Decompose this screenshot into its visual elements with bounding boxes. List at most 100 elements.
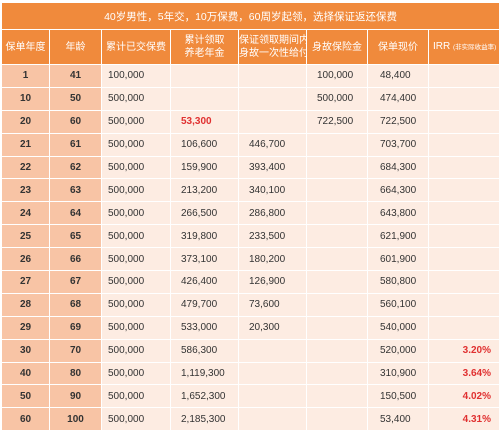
cell-year: 28	[1, 292, 50, 317]
cell-death: 500,000	[306, 86, 368, 111]
header-premium: 累计已交保费	[101, 29, 171, 65]
cell-premium: 500,000	[101, 247, 171, 272]
cell-lump: 20,300	[238, 315, 307, 340]
cell-cash: 560,100	[367, 292, 429, 317]
cell-annuity: 53,300	[170, 109, 239, 134]
cell-death	[306, 270, 368, 294]
cell-irr	[427, 247, 500, 272]
header-year: 保单年度	[1, 29, 50, 65]
cell-premium: 500,000	[101, 224, 171, 249]
cell-death	[306, 338, 368, 363]
table-title: 40岁男性，5年交，10万保费，60周岁起领，选择保证返还保费	[0, 2, 500, 30]
cell-age: 60	[49, 109, 102, 134]
cell-annuity	[170, 64, 239, 88]
cell-age: 90	[49, 384, 102, 409]
cell-death	[306, 292, 368, 317]
cell-premium: 500,000	[101, 384, 171, 409]
header-row: 保单年度 年龄 累计已交保费 累计领取 养老年金 保证领取期间内 身故一次性给付…	[1, 29, 500, 65]
cell-age: 100	[49, 407, 102, 431]
cell-premium: 500,000	[101, 315, 171, 340]
cell-annuity: 373,100	[170, 247, 239, 272]
cell-cash: 150,500	[367, 384, 429, 409]
table-row: 1 41 100,000 100,000 48,400	[1, 64, 500, 88]
header-lump: 保证领取期间内 身故一次性给付	[238, 29, 307, 65]
header-irr: IRR (非实际收益率)	[427, 29, 500, 65]
cell-year: 60	[1, 407, 50, 431]
cell-cash: 684,300	[367, 155, 429, 180]
cell-age: 66	[49, 247, 102, 272]
cell-lump	[238, 407, 307, 431]
cell-irr	[427, 86, 500, 111]
cell-lump: 126,900	[238, 270, 307, 294]
cell-year: 10	[1, 86, 50, 111]
cell-irr	[427, 64, 500, 88]
cell-cash: 664,300	[367, 178, 429, 203]
cell-irr: 3.64%	[427, 361, 500, 386]
cell-lump	[238, 86, 307, 111]
table-row: 24 64 500,000 266,500 286,800 643,800	[1, 201, 500, 226]
cell-irr	[427, 178, 500, 203]
cell-year: 1	[1, 64, 50, 88]
cell-death	[306, 384, 368, 409]
cell-year: 26	[1, 247, 50, 272]
header-death: 身故保险金	[306, 29, 368, 65]
table-row: 40 80 500,000 1,119,300 310,900 3.64%	[1, 361, 500, 386]
cell-premium: 500,000	[101, 407, 171, 431]
cell-premium: 500,000	[101, 132, 171, 157]
cell-age: 69	[49, 315, 102, 340]
cell-year: 21	[1, 132, 50, 157]
cell-premium: 100,000	[101, 64, 171, 88]
cell-death	[306, 178, 368, 203]
cell-year: 50	[1, 384, 50, 409]
cell-death	[306, 361, 368, 386]
header-annuity: 累计领取 养老年金	[170, 29, 239, 65]
header-lump-line2: 身故一次性给付	[239, 48, 307, 59]
table-row: 20 60 500,000 53,300 722,500 722,500	[1, 109, 500, 134]
cell-cash: 520,000	[367, 338, 429, 363]
cell-death: 100,000	[306, 64, 368, 88]
cell-annuity: 213,200	[170, 178, 239, 203]
cell-age: 64	[49, 201, 102, 226]
header-annuity-line2: 养老年金	[184, 48, 225, 59]
cell-lump: 446,700	[238, 132, 307, 157]
cell-cash: 722,500	[367, 109, 429, 134]
cell-annuity: 1,652,300	[170, 384, 239, 409]
cell-annuity: 159,900	[170, 155, 239, 180]
cell-annuity: 2,185,300	[170, 407, 239, 431]
cell-premium: 500,000	[101, 109, 171, 134]
table-row: 29 69 500,000 533,000 20,300 540,000	[1, 315, 500, 340]
cell-premium: 500,000	[101, 86, 171, 111]
header-lump-line1: 保证领取期间内	[239, 35, 307, 46]
table-row: 10 50 500,000 500,000 474,400	[1, 86, 500, 111]
cell-irr: 4.31%	[427, 407, 500, 431]
cell-death	[306, 155, 368, 180]
cell-year: 27	[1, 270, 50, 294]
cell-irr	[427, 155, 500, 180]
cell-age: 41	[49, 64, 102, 88]
cell-lump	[238, 384, 307, 409]
cell-death: 722,500	[306, 109, 368, 134]
cell-lump: 180,200	[238, 247, 307, 272]
table-row: 30 70 500,000 586,300 520,000 3.20%	[1, 338, 500, 363]
table-row: 60 100 500,000 2,185,300 53,400 4.31%	[1, 407, 500, 431]
cell-death	[306, 407, 368, 431]
cell-irr: 4.02%	[427, 384, 500, 409]
table-row: 28 68 500,000 479,700 73,600 560,100	[1, 292, 500, 317]
cell-age: 67	[49, 270, 102, 294]
cell-year: 22	[1, 155, 50, 180]
table-row: 21 61 500,000 106,600 446,700 703,700	[1, 132, 500, 157]
cell-age: 62	[49, 155, 102, 180]
header-annuity-line1: 累计领取	[184, 35, 225, 46]
cell-lump	[238, 109, 307, 134]
header-irr-note: (非实际收益率)	[453, 44, 497, 51]
cell-annuity: 533,000	[170, 315, 239, 340]
header-age: 年龄	[49, 29, 102, 65]
cell-premium: 500,000	[101, 155, 171, 180]
cell-irr	[427, 292, 500, 317]
cell-premium: 500,000	[101, 338, 171, 363]
cell-irr	[427, 109, 500, 134]
cell-premium: 500,000	[101, 292, 171, 317]
cell-cash: 48,400	[367, 64, 429, 88]
cell-annuity: 319,800	[170, 224, 239, 249]
